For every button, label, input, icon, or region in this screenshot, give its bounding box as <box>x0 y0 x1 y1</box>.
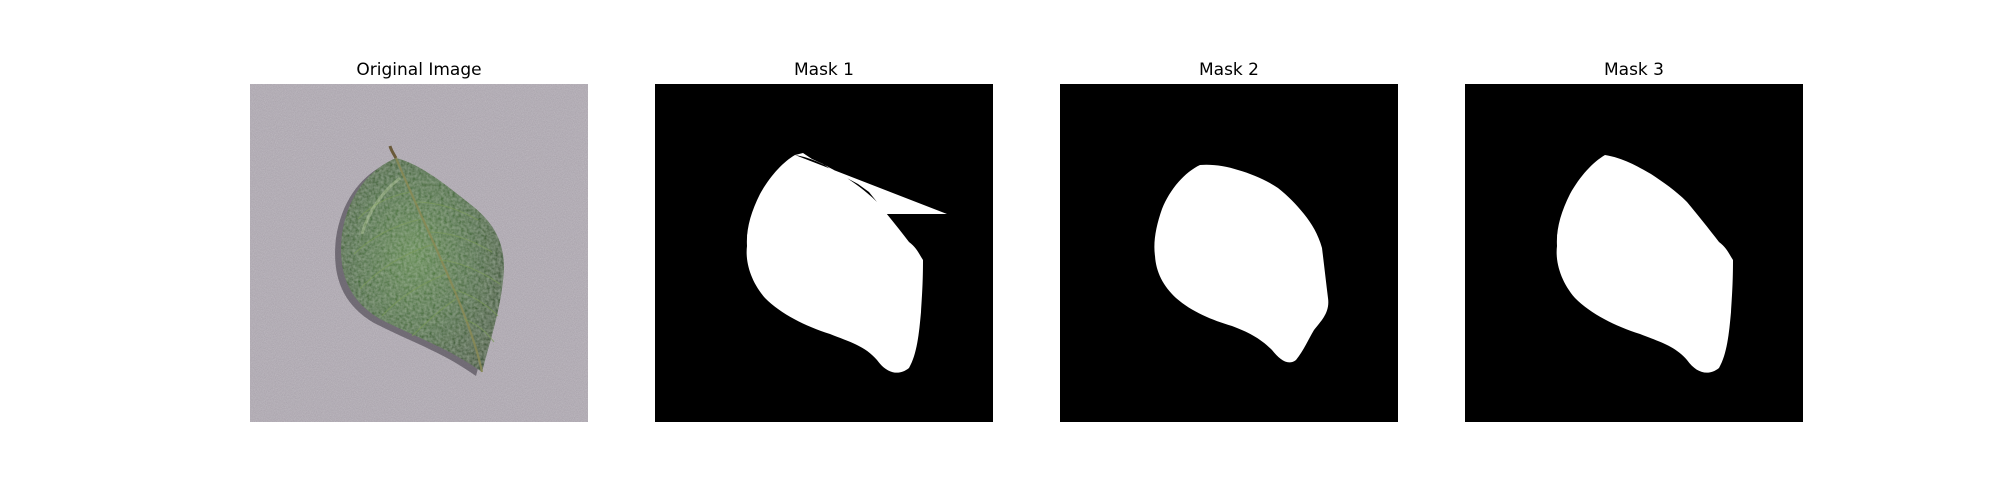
panel-title: Mask 3 <box>1603 60 1664 80</box>
panel-title: Original Image <box>356 60 482 80</box>
mask-2-image <box>1060 84 1398 422</box>
panel-mask-3: Mask 3 <box>1465 57 1803 422</box>
panel-title: Mask 1 <box>793 60 854 80</box>
mask-2-region <box>1154 164 1329 363</box>
mask-3-image <box>1465 84 1803 422</box>
leaf-shape <box>341 158 504 372</box>
panel-mask-1: Mask 1 <box>655 57 993 422</box>
mask-1-region <box>746 153 947 373</box>
original-leaf-image <box>250 84 588 422</box>
panel-mask-2: Mask 2 <box>1060 57 1398 422</box>
mask-1-image <box>655 84 993 422</box>
panel-title: Mask 2 <box>1198 60 1259 80</box>
panel-original-image: Original Image <box>250 57 588 422</box>
mask-3-region <box>1556 155 1733 373</box>
